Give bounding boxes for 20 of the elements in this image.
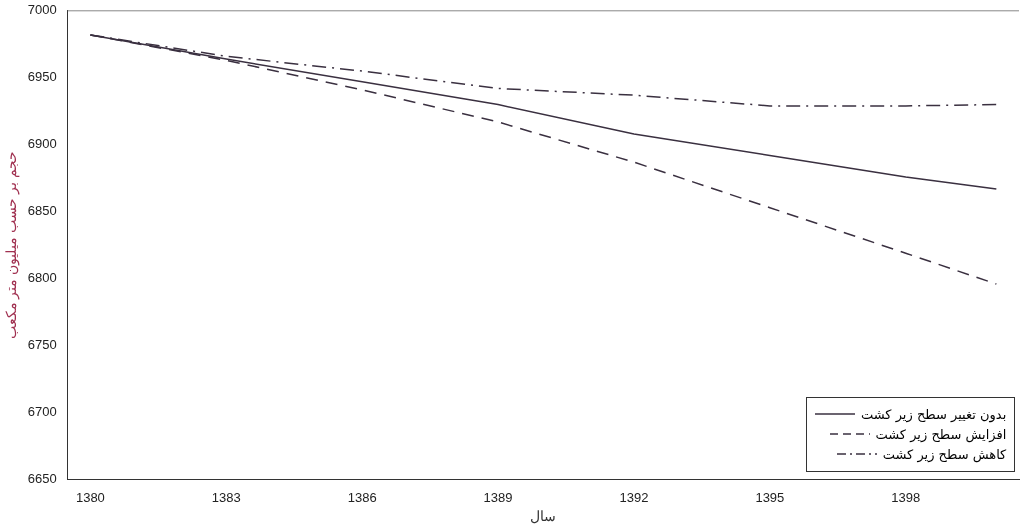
y-tick-label: 7000 (27, 2, 57, 18)
y-tick-label: 6850 (27, 203, 57, 219)
x-tick-label: 1380 (75, 489, 105, 505)
x-tick-label: 1392 (619, 489, 649, 505)
y-axis-title: حجم بر حسب میلیون متر مکعب (3, 150, 21, 340)
x-tick-label: 1386 (347, 489, 377, 505)
legend-label: افزایش سطح زیر کشت (875, 426, 1007, 442)
y-tick-label: 6900 (27, 136, 57, 152)
x-tick-label: 1398 (891, 489, 921, 505)
y-tick-label: 6950 (27, 69, 57, 85)
x-tick-label: 1395 (755, 489, 785, 505)
x-axis-title: سال (530, 508, 557, 525)
y-tick-label: 6750 (27, 337, 57, 353)
legend-label: کاهش سطح زیر کشت (882, 446, 1007, 462)
y-tick-label: 6700 (27, 404, 57, 420)
legend-label: بدون تغییر سطح زیر کشت (861, 406, 1007, 422)
x-tick-label: 1383 (211, 489, 241, 505)
y-tick-label: 6800 (27, 270, 57, 286)
y-tick-label: 6650 (27, 471, 57, 487)
x-tick-label: 1389 (483, 489, 513, 505)
